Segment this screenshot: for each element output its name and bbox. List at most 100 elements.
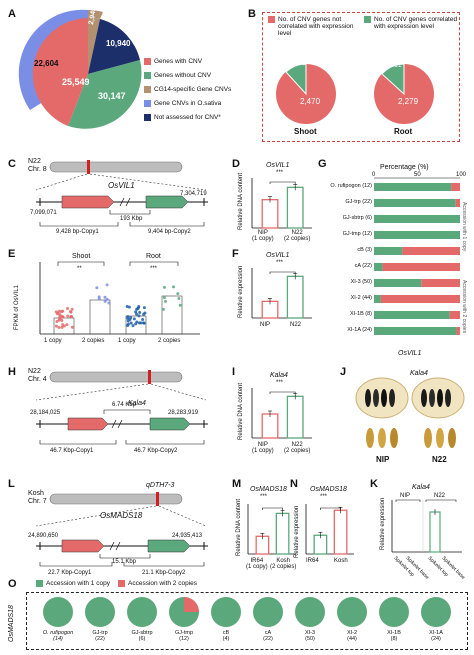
panel-letter-b: B [248,8,256,20]
chart-e-point [135,307,139,311]
chart-e-point [137,314,141,318]
gene-l-name: OsMADS18 [100,511,143,520]
chart-e-point [176,292,180,296]
gene-c-copy2: 9,404 bp-Copy2 [148,229,191,235]
gene-c-left-pos: 7,099,071 [30,210,57,216]
chart-e-point [132,317,136,321]
pie-b-shoot-corr-label: 296 [294,60,306,67]
panel-letter-l: L [8,478,15,490]
chart-e-point [138,311,142,315]
chart-e-point [58,313,62,317]
gene-l-copy2-arrow [147,539,191,553]
gene-c-bracket2 [129,222,205,227]
pie-b-root-green [381,63,405,96]
chr-c-label: N22 Chr. 8 [28,158,47,173]
chr-l-bar [49,493,183,505]
chart-g-bar-red [382,263,460,271]
gene-h-gap: 6.74 Kbp [112,402,137,408]
gene-h-copy1-arrow [67,417,109,431]
pie-b-shoot-title: Shoot [294,127,317,136]
pie-o-label: XI-3 (50) [304,630,316,643]
gene-l-bracket1 [39,562,113,567]
panel-letter-f: F [232,248,239,260]
panel-letter-n: N [290,478,298,490]
chart-e-xlabel-3: 1 copy [118,338,136,344]
legend-swatch-red [268,16,275,23]
chart-e-point [162,285,166,289]
chart-g-row-label: XI-3 (50) [350,279,372,285]
legend-swatch-green [144,72,151,79]
chart-e-point [105,283,109,287]
chart-g-row-label: GJ-tmp (12) [342,231,372,237]
chart-e-point [162,296,166,300]
chart-g-bar-red [402,247,460,255]
panel-letter-d: D [232,158,240,170]
legend-swatch-navy [144,114,151,121]
chart-g-title: Percentage (%) [380,164,429,171]
legend-swatch-red [118,580,125,587]
chr-h-label: N22 Chr. 4 [28,368,47,383]
chr-c-marker [87,160,90,174]
chart-e-root-bracket [129,261,179,266]
chart-e-point [66,307,70,311]
gene-c-name: OsVIL1 [108,181,135,190]
chart-e-point [131,324,135,328]
chart-e-point [142,306,146,310]
chart-d-title: OsVIL1 [266,162,290,169]
chart-e-point [70,325,74,329]
chart-g-bar-green [374,183,452,191]
chart-e-point [105,297,109,301]
pie-o-label: cB (4) [222,630,230,643]
chart-m-sig: *** [260,494,268,500]
gene-l-gap-bracket [99,554,151,559]
gene-l-left-pos: 24,890,650 [28,533,59,539]
chart-e-xlabel-1: 1 copy [44,338,62,344]
qtl-l-name: qDTH7-3 [146,482,175,489]
chart-e-point [62,324,66,328]
gene-h-copy1: 46.7 Kbp-Copy1 [50,448,94,454]
chart-k-nip-bracket [395,499,421,502]
chart-e-bar-3 [125,315,147,335]
legend-a-item-4: Gene CNVs in O.sativa [144,100,221,107]
chart-e-bar-2 [89,299,111,335]
grains-n22-top [421,389,451,407]
chart-e-point [178,303,182,307]
chart-e-point [55,319,59,323]
pie-b-root-title: Root [394,127,413,136]
panel-letter-a: A [8,8,16,20]
gene-c-copy1: 9,428 bp-Copy1 [56,229,99,235]
chart-k-group-nip: NIP [400,493,411,499]
pie-o-1 [43,597,73,627]
chr-h-marker [148,370,151,384]
chart-g-bar-green [374,295,381,303]
grains-nip-bottom [366,428,398,448]
chart-n-xlabel-1: IR64 [306,558,319,564]
chart-e-point [57,309,61,313]
legend-swatch-red [144,58,151,65]
chart-e-point [177,297,181,301]
chart-m-title: OsMADS18 [250,486,287,493]
pie-o-label: O. rufipogon (14) [42,630,74,643]
chart-e-group-shoot: Shoot [72,253,91,260]
chart-e-point [57,326,61,330]
gene-h-gap-bracket [103,409,151,414]
chart-e-sig-root: *** [150,266,158,272]
zoom-c-right [89,173,207,191]
pie-o-label: GJ-sbtrp (6) [131,630,153,643]
chart-g-bar-red [449,311,460,319]
gene-l-bracket2 [123,562,205,567]
gene-h-bracket1 [39,440,117,445]
chart-f-xlabel-1: NIP [260,322,271,328]
pie-o-6 [253,597,283,627]
chart-n-title: OsMADS18 [310,486,347,493]
legend-swatch-green [364,16,371,23]
chart-e-point [134,310,138,314]
legend-label: CG14-specific Gene CNVs [154,86,232,93]
legend-b-left: No. of CNV genes not correlated with exp… [268,16,368,37]
chart-e-point [54,324,58,328]
chart-e-point [161,307,165,311]
pie-b-root-notcorr-label: 2,279 [398,97,419,106]
